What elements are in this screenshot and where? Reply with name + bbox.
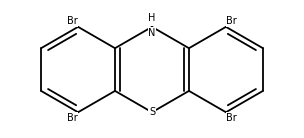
Text: S: S [149, 107, 155, 117]
Text: Br: Br [226, 113, 237, 123]
Text: N: N [148, 28, 156, 38]
Text: H: H [148, 13, 156, 23]
Text: Br: Br [67, 16, 78, 26]
Text: Br: Br [67, 113, 78, 123]
Text: Br: Br [226, 16, 237, 26]
